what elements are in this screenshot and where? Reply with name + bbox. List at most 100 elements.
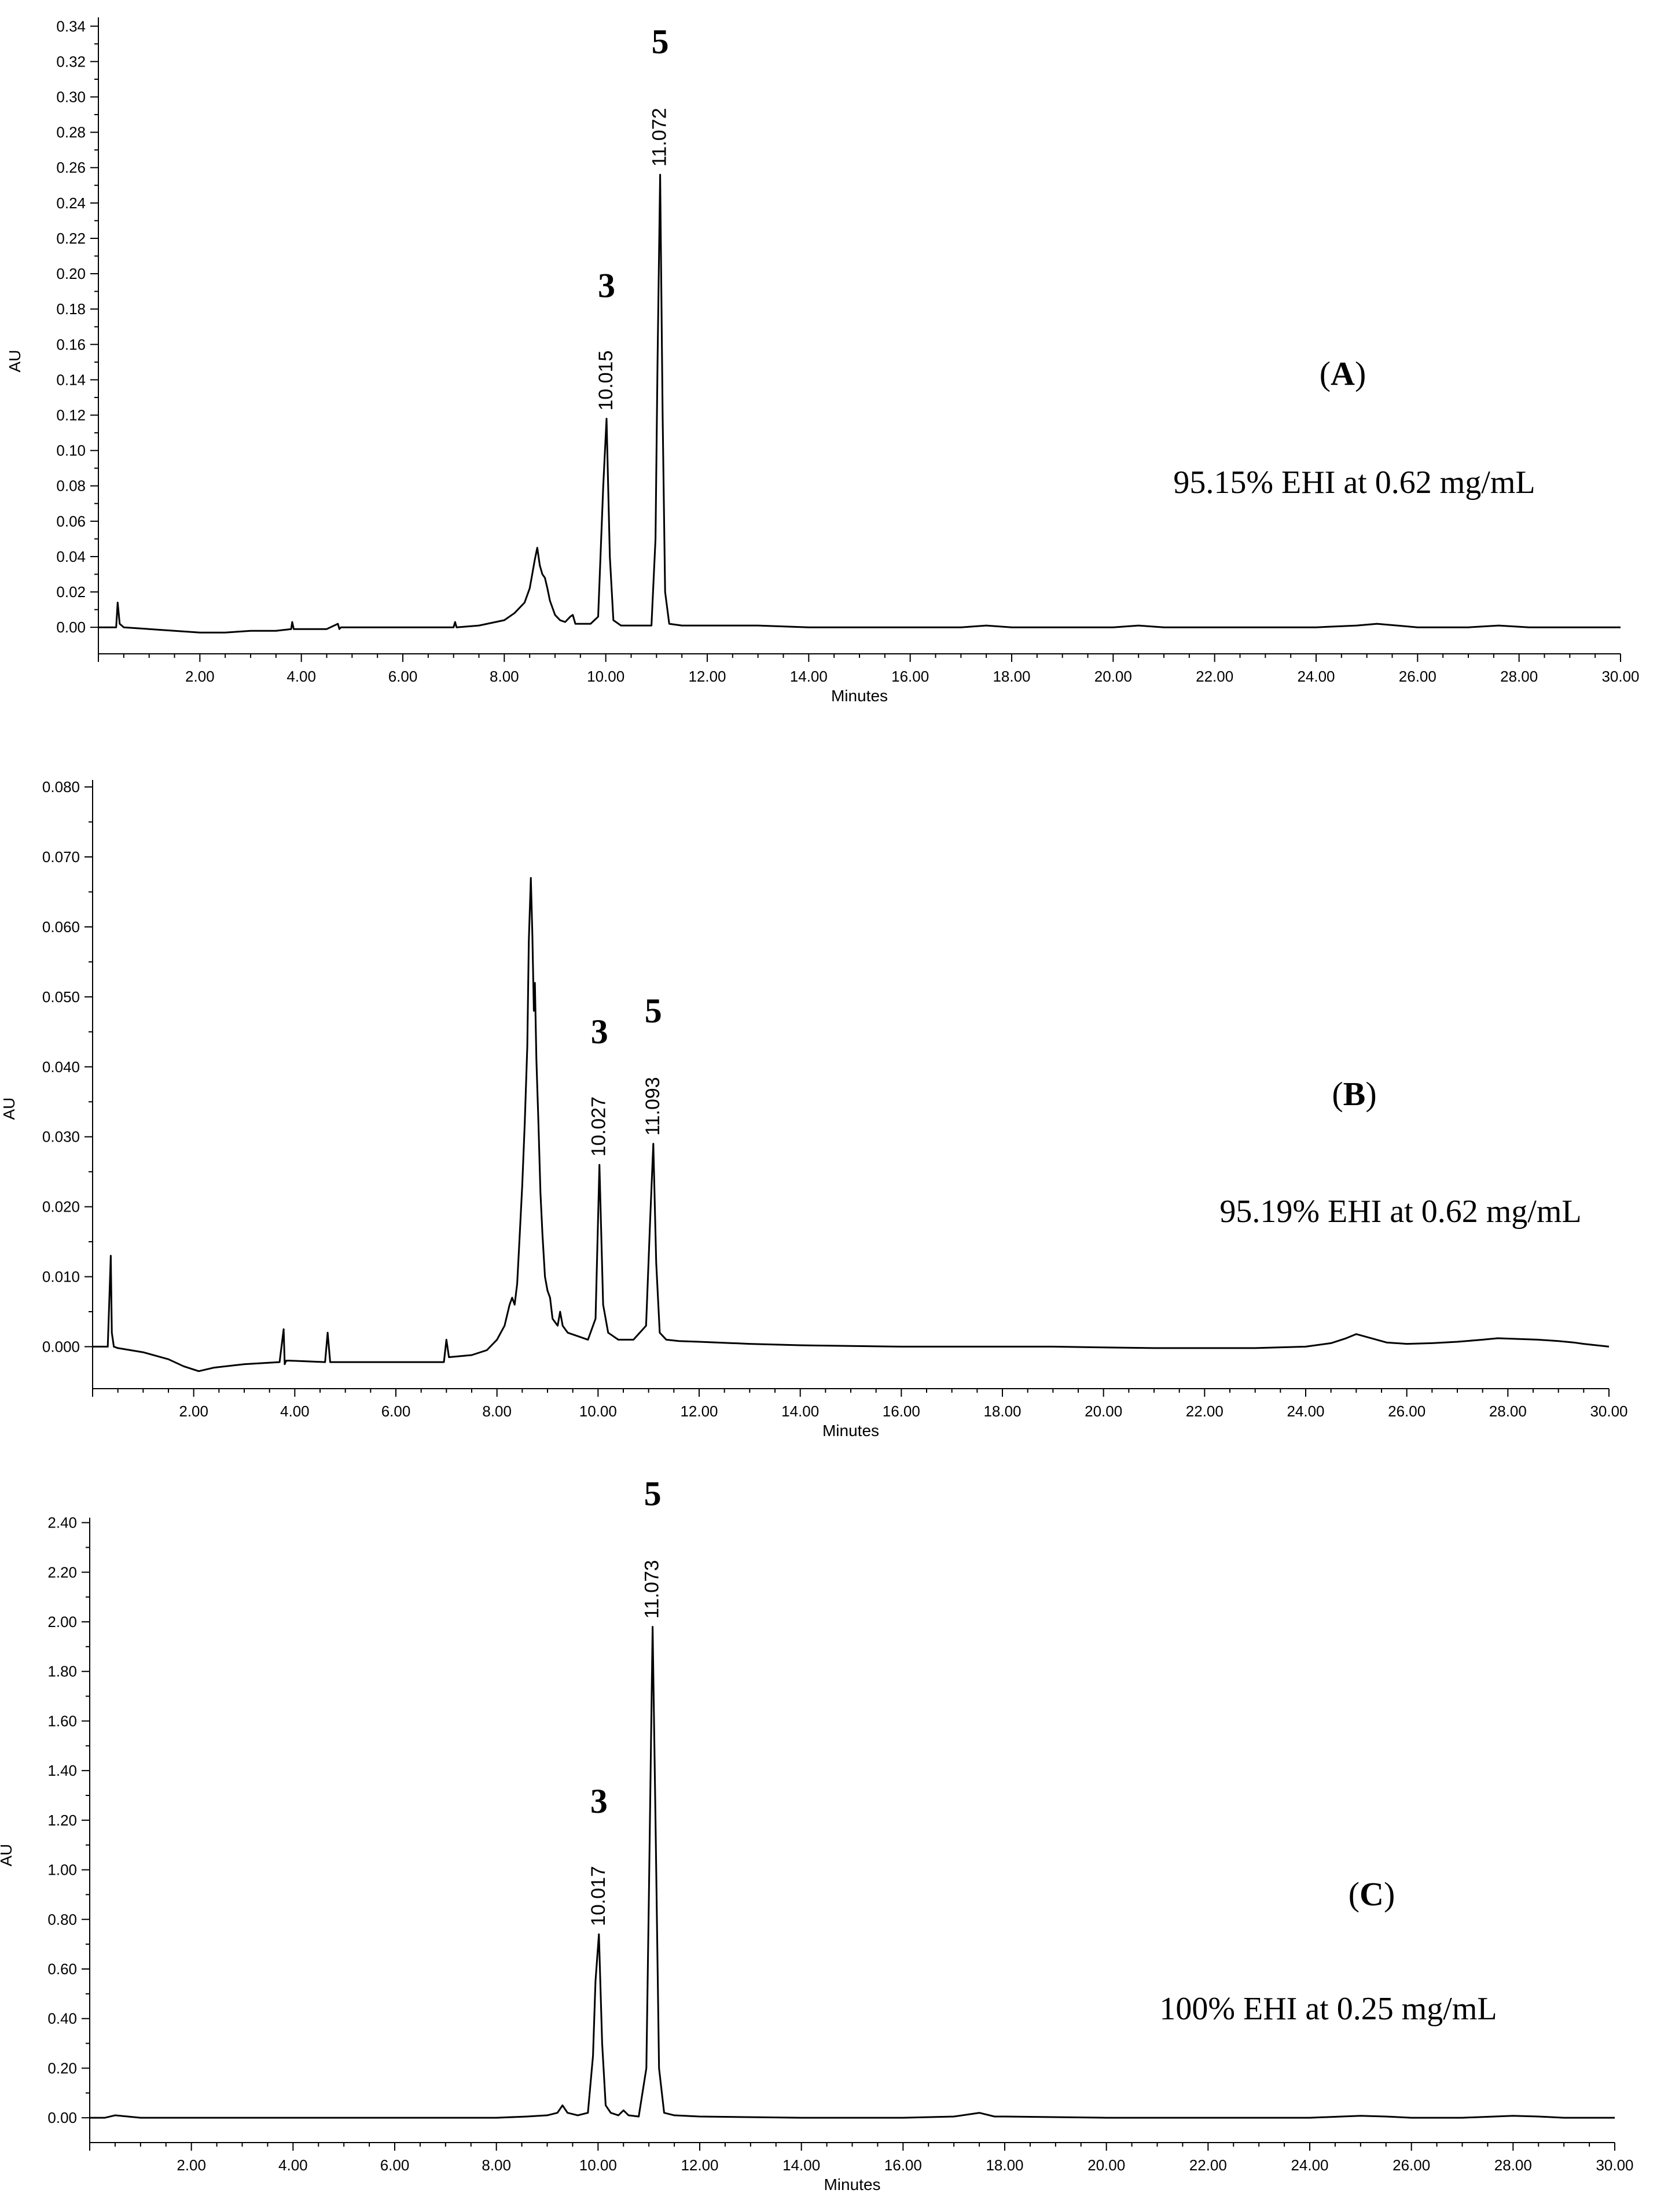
peak-retention-time-label: 11.093 xyxy=(642,1077,664,1135)
panel-label: (B) xyxy=(1332,1075,1376,1113)
y-tick-label: 0.26 xyxy=(56,159,86,176)
panel-label-close-paren: ) xyxy=(1355,355,1366,392)
x-tick-label: 8.00 xyxy=(490,668,519,685)
x-tick-label: 6.00 xyxy=(388,668,418,685)
x-tick-label: 26.00 xyxy=(1388,1403,1425,1420)
x-tick-label: 14.00 xyxy=(790,668,828,685)
peak-retention-time-label: 10.017 xyxy=(587,1866,609,1926)
x-tick-label: 30.00 xyxy=(1590,1403,1627,1420)
y-tick-label: 1.80 xyxy=(47,1663,77,1680)
x-tick-label: 28.00 xyxy=(1489,1403,1527,1420)
y-tick-label: 0.050 xyxy=(42,988,80,1006)
chart-panel-c: 2.00 4.00 6.00 8.00 10.00 12.00 14.00 16.00 18.0… xyxy=(0,1475,1634,2193)
x-tick-label: 2.00 xyxy=(179,1403,208,1420)
y-tick-label: 0.060 xyxy=(42,918,80,936)
x-tick-label: 22.00 xyxy=(1189,2156,1227,2174)
y-tick-label: 0.030 xyxy=(42,1128,80,1146)
chart-panel-b: 2.00 4.00 6.00 8.00 10.00 12.00 14.00 16.00 18.0… xyxy=(0,778,1628,1440)
x-tick-label: 6.00 xyxy=(380,2156,410,2174)
y-tick-label: 0.20 xyxy=(47,2059,77,2077)
y-tick-label: 1.00 xyxy=(47,1861,77,1879)
panel-label-open-paren: ( xyxy=(1349,1875,1360,1913)
y-tick-label: 2.20 xyxy=(47,1563,77,1581)
x-tick-label: 18.00 xyxy=(983,1403,1021,1420)
x-axis-title: Minutes xyxy=(822,1422,879,1440)
peak-number-label: 3 xyxy=(598,267,615,305)
sample-annotation: 100% EHI at 0.25 mg/mL xyxy=(1159,1991,1497,2027)
x-tick-label: 8.00 xyxy=(482,2156,511,2174)
x-tick-label: 18.00 xyxy=(993,668,1030,685)
x-tick-label: 24.00 xyxy=(1291,2156,1328,2174)
peak-number-label: 3 xyxy=(590,1782,608,1820)
x-tick-label: 10.00 xyxy=(579,1403,617,1420)
peak-number-label: 5 xyxy=(645,992,662,1030)
x-tick-label: 30.00 xyxy=(1596,2156,1633,2174)
x-tick-label: 6.00 xyxy=(381,1403,411,1420)
panel-label: (A) xyxy=(1320,355,1366,392)
x-tick-label: 20.00 xyxy=(1085,1403,1122,1420)
x-tick-label: 30.00 xyxy=(1601,668,1639,685)
x-tick-label: 22.00 xyxy=(1186,1403,1224,1420)
y-tick-label: 0.22 xyxy=(56,230,86,247)
y-tick-label: 0.08 xyxy=(56,477,86,495)
y-tick-label: 0.02 xyxy=(56,583,86,601)
y-tick-label: 2.40 xyxy=(47,1514,77,1532)
y-tick-label: 0.10 xyxy=(56,442,86,459)
y-tick-label: 0.24 xyxy=(56,194,86,212)
panel-label-open-paren: ( xyxy=(1332,1075,1343,1113)
peak-number-label: 5 xyxy=(644,1475,662,1513)
y-tick-label: 0.60 xyxy=(47,1960,77,1978)
y-tick-label: 0.34 xyxy=(56,17,86,35)
x-tick-label: 16.00 xyxy=(883,1403,920,1420)
x-tick-label: 12.00 xyxy=(680,1403,718,1420)
chart-panel-a: 2.00 4.00 6.00 8.00 10.00 12.00 14.00 16.00 18.0… xyxy=(6,17,1640,705)
x-axis-title: Minutes xyxy=(824,2176,880,2193)
peak-number-label: 3 xyxy=(591,1013,608,1051)
y-tick-label: 0.80 xyxy=(47,1911,77,1928)
panel-label-letter: B xyxy=(1343,1075,1366,1113)
x-tick-label: 22.00 xyxy=(1196,668,1233,685)
x-tick-label: 12.00 xyxy=(681,2156,718,2174)
x-tick-label: 16.00 xyxy=(891,668,929,685)
x-tick-label: 10.00 xyxy=(587,668,624,685)
y-axis-title: AU xyxy=(6,350,24,373)
y-tick-label: 0.18 xyxy=(56,300,86,318)
x-tick-label: 12.00 xyxy=(688,668,726,685)
chromatogram-trace xyxy=(93,877,1610,1372)
peak-retention-time-label: 11.073 xyxy=(641,1560,663,1618)
y-tick-label: 2.00 xyxy=(47,1613,77,1631)
panel-label-close-paren: ) xyxy=(1365,1075,1376,1113)
x-tick-label: 2.00 xyxy=(177,2156,206,2174)
peak-retention-time-label: 10.027 xyxy=(588,1096,610,1157)
peak-number-label: 5 xyxy=(652,23,669,61)
y-tick-label: 0.06 xyxy=(56,513,86,530)
x-tick-label: 18.00 xyxy=(986,2156,1023,2174)
y-tick-label: 1.40 xyxy=(47,1762,77,1779)
x-tick-label: 28.00 xyxy=(1500,668,1538,685)
panel-label-letter: C xyxy=(1360,1875,1384,1913)
y-tick-label: 0.040 xyxy=(42,1058,80,1076)
y-tick-label: 0.16 xyxy=(56,336,86,353)
sample-annotation: 95.15% EHI at 0.62 mg/mL xyxy=(1173,465,1535,500)
x-tick-label: 8.00 xyxy=(482,1403,512,1420)
y-axis-title: AU xyxy=(0,1844,15,1867)
y-tick-label: 0.20 xyxy=(56,265,86,282)
y-tick-label: 0.000 xyxy=(42,1338,80,1355)
panel-label: (C) xyxy=(1349,1875,1395,1913)
x-tick-label: 10.00 xyxy=(579,2156,617,2174)
x-axis-title: Minutes xyxy=(831,687,888,705)
x-tick-label: 28.00 xyxy=(1494,2156,1532,2174)
panel-label-open-paren: ( xyxy=(1320,355,1331,392)
x-tick-label: 4.00 xyxy=(280,1403,310,1420)
x-tick-label: 24.00 xyxy=(1297,668,1335,685)
y-tick-label: 0.14 xyxy=(56,371,86,388)
x-tick-label: 14.00 xyxy=(781,1403,819,1420)
x-tick-label: 20.00 xyxy=(1094,668,1132,685)
x-tick-label: 2.00 xyxy=(185,668,215,685)
y-tick-label: 0.010 xyxy=(42,1268,80,1286)
panel-label-close-paren: ) xyxy=(1384,1875,1395,1913)
y-tick-label: 0.30 xyxy=(56,89,86,106)
y-tick-label: 0.00 xyxy=(56,619,86,636)
y-tick-label: 0.28 xyxy=(56,124,86,141)
